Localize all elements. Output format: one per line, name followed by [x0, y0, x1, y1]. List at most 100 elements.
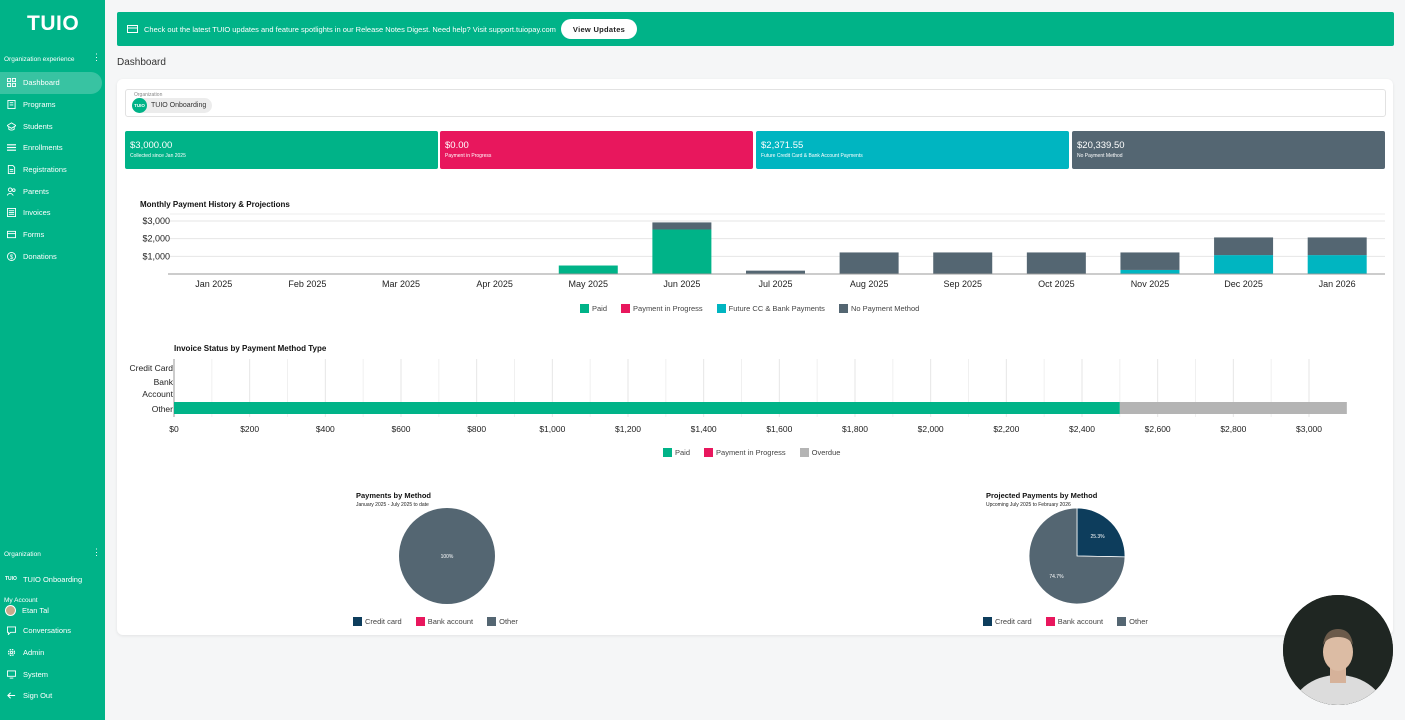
x-tick-label: $2,200 [993, 424, 1019, 434]
x-tick-label: Aug 2025 [850, 279, 889, 289]
sidebar-item-forms[interactable]: Forms [0, 224, 105, 246]
form-icon [7, 230, 16, 239]
sidebar-item-label: Programs [23, 100, 56, 110]
sidebar-item-invoices[interactable]: Invoices [0, 202, 105, 224]
invoice-chart-legend: Paid Payment in Progress Overdue [663, 448, 854, 457]
y-tick-label: $1,000 [142, 251, 170, 261]
sidebar-item-sign-out[interactable]: Sign Out [0, 685, 105, 707]
bar-segment[interactable] [1120, 252, 1180, 270]
pie-slice-label: 100% [441, 554, 454, 560]
invoice-status-chart: $0 $200 $400 $600 $800 $1,000 $1,200 $1,400 $1,6… [130, 359, 1347, 434]
organization-chip[interactable]: TUIO TUIO Onboarding [132, 98, 213, 113]
organization-switcher[interactable]: TUIO TUIO Onboarding [0, 569, 105, 589]
sidebar-item-system[interactable]: System [0, 663, 105, 685]
stat-value: $3,000.00 [130, 140, 173, 151]
x-tick-label: $2,000 [918, 424, 944, 434]
legend-swatch [838, 304, 848, 313]
legend-swatch [1117, 617, 1127, 626]
stat-in-progress: $0.00 Payment in Progress [440, 131, 753, 169]
sidebar-item-enrollments[interactable]: Enrollments [0, 137, 105, 159]
legend-item[interactable]: Other [487, 617, 518, 626]
bar-segment[interactable] [1026, 252, 1086, 274]
bar-segment[interactable] [1307, 237, 1367, 256]
bar-segment[interactable] [839, 252, 899, 274]
pie1-subtitle: January 2025 - July 2025 to date [356, 502, 429, 508]
pie2-legend: Credit card Bank account Other [983, 617, 1162, 626]
list-icon [7, 143, 16, 152]
sidebar-item-label: System [23, 669, 49, 679]
legend-item[interactable]: Bank account [415, 617, 473, 626]
x-tick-label: $200 [240, 424, 259, 434]
sidebar-item-registrations[interactable]: Registrations [0, 159, 105, 181]
x-tick-label: Jan 2025 [195, 279, 232, 289]
sidebar-item-label: Registrations [23, 165, 67, 175]
org-experience-menu-icon[interactable]: ⋮ [92, 52, 101, 62]
dashboard-icon [7, 78, 16, 88]
stat-no-payment-method: $20,339.50 No Payment Method [1072, 131, 1385, 169]
document-icon [7, 165, 16, 175]
sidebar-item-label: Admin [23, 648, 45, 658]
sidebar-item-programs[interactable]: Programs [0, 94, 105, 116]
pie2-title: Projected Payments by Method [986, 491, 1098, 500]
x-tick-label: Sep 2025 [943, 279, 982, 289]
pie-slice-label: 74.7% [1049, 574, 1064, 580]
sidebar-item-dashboard[interactable]: Dashboard [0, 72, 102, 94]
invoice-chart-title: Invoice Status by Payment Method Type [174, 344, 327, 353]
organization-select[interactable]: Organization TUIO TUIO Onboarding [125, 89, 1386, 117]
legend-item[interactable]: No Payment Method [838, 304, 919, 313]
legend-label: Future CC & Bank Payments [728, 304, 825, 313]
org-experience-label: Organization experience [4, 56, 75, 63]
monthly-chart-legend: Paid Payment in Progress Future CC & Ban… [580, 304, 933, 313]
user-profile[interactable]: Etan Tal [0, 600, 105, 620]
bar-segment[interactable] [1214, 255, 1274, 274]
pie1-title: Payments by Method [356, 491, 431, 500]
organization-menu-icon[interactable]: ⋮ [92, 547, 101, 557]
legend-item[interactable]: Paid [580, 304, 607, 313]
sidebar-item-label: Donations [23, 251, 57, 261]
legend-item[interactable]: Payment in Progress [704, 448, 786, 457]
sidebar-item-students[interactable]: Students [0, 115, 105, 137]
pie-slice[interactable] [1076, 507, 1126, 558]
bar-segment[interactable] [746, 270, 805, 274]
pie2-subtitle: Upcoming July 2025 to February 2026 [986, 502, 1071, 508]
x-tick-label: $400 [316, 424, 335, 434]
bar-segment[interactable] [652, 222, 712, 230]
bar-segment[interactable] [933, 252, 993, 274]
legend-item[interactable]: Overdue [799, 448, 840, 457]
legend-swatch [983, 617, 992, 626]
legend-swatch [415, 617, 425, 626]
tuio-logo[interactable]: TUIO [27, 12, 80, 35]
sidebar-item-donations[interactable]: $ Donations [0, 246, 105, 268]
legend-swatch [621, 304, 631, 313]
charts-canvas: Monthly Payment History & Projections $1… [130, 200, 1385, 605]
bar-segment[interactable] [652, 229, 712, 274]
legend-item[interactable]: Other [1117, 617, 1148, 626]
bar-segment[interactable] [1120, 269, 1180, 274]
x-tick-label: $2,800 [1220, 424, 1246, 434]
x-tick-label: $2,600 [1145, 424, 1171, 434]
legend-item[interactable]: Credit card [983, 617, 1032, 626]
bar-segment[interactable] [1307, 255, 1367, 274]
stat-label: Collected since Jan 2025 [130, 153, 186, 159]
view-updates-button[interactable]: View Updates [560, 19, 638, 39]
x-tick-label: Jul 2025 [758, 279, 792, 289]
sidebar-item-conversations[interactable]: Conversations [0, 620, 105, 642]
sidebar-item-label: Enrollments [23, 143, 63, 153]
legend-item[interactable]: Bank account [1045, 617, 1103, 626]
stat-future-payments: $2,371.55 Future Credit Card & Bank Acco… [756, 131, 1069, 169]
legend-item[interactable]: Future CC & Bank Payments [716, 304, 825, 313]
legend-label: Paid [592, 304, 608, 313]
legend-item[interactable]: Payment in Progress [621, 304, 703, 313]
bar-segment[interactable] [1119, 402, 1347, 414]
bar-segment[interactable] [1214, 237, 1274, 256]
x-tick-label: $800 [467, 424, 486, 434]
legend-item[interactable]: Credit card [353, 617, 402, 626]
pie-slice[interactable] [399, 508, 495, 604]
legend-item[interactable]: Paid [663, 448, 690, 457]
bar-segment[interactable] [174, 402, 1120, 414]
x-tick-label: $0 [169, 424, 179, 434]
sidebar-item-parents[interactable]: Parents [0, 180, 105, 202]
sidebar-item-admin[interactable]: Admin [0, 642, 105, 664]
pie-slice[interactable] [1028, 507, 1126, 605]
bar-segment[interactable] [558, 265, 618, 274]
